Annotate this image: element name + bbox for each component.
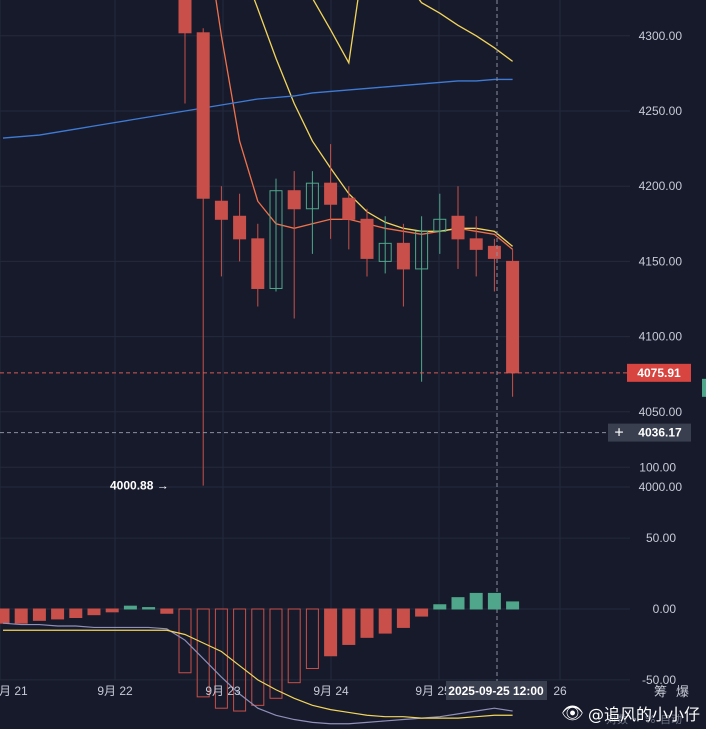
indicator-tick-label: 0.00 [653, 602, 677, 616]
price-tick-label: 4200.00 [639, 179, 683, 193]
indicator-tick-label: 100.00 [639, 460, 676, 474]
macd-bar[interactable] [396, 608, 410, 628]
price-tick-label: 4250.00 [639, 104, 683, 118]
date-tick-label: 9月 23 [205, 684, 241, 698]
macd-bar[interactable] [305, 608, 319, 670]
plus-icon[interactable]: + [614, 425, 623, 442]
weibo-icon: 👁 [561, 702, 584, 724]
watermark-text: @追风的小小仔 [587, 705, 700, 724]
candle-body[interactable] [451, 215, 465, 240]
macd-bar[interactable] [32, 608, 46, 621]
macd-bar[interactable] [160, 608, 174, 614]
macd-bar[interactable] [0, 608, 10, 624]
macd-bar[interactable] [123, 605, 137, 610]
candle-body[interactable] [251, 238, 265, 289]
crosshair-price-tag [630, 423, 691, 442]
macd-bar[interactable] [287, 608, 301, 684]
macd-bar[interactable] [324, 608, 338, 657]
price-tick-label: 4150.00 [639, 254, 683, 268]
price-tick-label: 4300.00 [639, 29, 683, 43]
macd-bar[interactable] [415, 608, 429, 617]
macd-bar[interactable] [233, 608, 247, 712]
percent-toggle[interactable]: % [645, 713, 655, 726]
corner-chip-label[interactable]: 筹 [654, 684, 667, 700]
candle-body[interactable] [196, 32, 210, 199]
indicator-tick-label: -50.00 [642, 673, 676, 687]
date-tick-label: 26 [553, 684, 567, 698]
macd-bar[interactable] [178, 608, 192, 674]
side-marker [702, 378, 706, 397]
candle-body[interactable] [214, 200, 228, 220]
candle-body[interactable] [324, 182, 338, 205]
macd-bar[interactable] [51, 608, 65, 620]
candle-body[interactable] [360, 218, 374, 259]
watermark: 👁 @追风的小小仔 [561, 701, 700, 725]
date-tick-label: 9月 24 [313, 684, 349, 698]
macd-bar[interactable] [487, 592, 501, 610]
candle-body[interactable] [487, 245, 501, 259]
candle-body[interactable] [506, 260, 520, 374]
indicator-tick-label: 50.00 [646, 531, 676, 545]
macd-bar[interactable] [69, 608, 83, 619]
candle-body[interactable] [378, 242, 392, 262]
date-tick-label: 9月 21 [0, 684, 28, 698]
last-price-tag [627, 363, 691, 382]
candle-body[interactable] [269, 190, 283, 289]
macd-bar[interactable] [469, 592, 483, 610]
candle-body[interactable] [233, 215, 247, 240]
moving-average-line [2, 78, 513, 139]
candle-body[interactable] [178, 0, 192, 34]
date-tick-label: 9月 25 [415, 684, 451, 698]
candle-body[interactable] [342, 197, 356, 220]
price-tick-label: 4050.00 [639, 405, 683, 419]
candle-body[interactable] [433, 218, 447, 232]
moving-average-line [312, 0, 513, 65]
macd-bar[interactable] [378, 608, 392, 634]
log-scale-toggle[interactable]: 对数 [606, 712, 628, 726]
date-tick-label: 9月 22 [97, 684, 133, 698]
candle-body[interactable] [396, 242, 410, 270]
low-annotation: 4000.88 → [110, 479, 169, 493]
crosshair-add-button[interactable] [608, 423, 630, 442]
candle-body[interactable] [305, 182, 319, 210]
macd-bar[interactable] [506, 601, 520, 610]
crosshair-date-tag [446, 681, 547, 700]
macd-bar[interactable] [142, 607, 156, 610]
macd-bar[interactable] [14, 608, 28, 624]
macd-signal-line [3, 629, 513, 719]
corner-burst-label[interactable]: 爆 [676, 685, 689, 700]
macd-bar[interactable] [105, 608, 119, 613]
macd-bar[interactable] [360, 608, 374, 638]
crosshair-date-label: 2025-09-25 12:00 [448, 684, 544, 698]
macd-bar[interactable] [433, 604, 447, 610]
last-price-label: 4075.91 [637, 366, 681, 380]
macd-bar[interactable] [269, 608, 283, 699]
macd-bar[interactable] [451, 597, 465, 610]
candle-body[interactable] [415, 230, 429, 270]
macd-bar[interactable] [87, 608, 101, 616]
candle-body[interactable] [469, 238, 483, 250]
macd-bar[interactable] [251, 608, 265, 706]
candle-body[interactable] [287, 190, 301, 210]
auto-scale-toggle[interactable]: 自动 [660, 713, 682, 726]
macd-bar[interactable] [214, 608, 228, 709]
crosshair-price-label: 4036.17 [638, 426, 682, 440]
price-tick-label: 4100.00 [639, 330, 683, 344]
price-tick-label: 4000.00 [639, 480, 683, 494]
macd-bar[interactable] [342, 608, 356, 645]
